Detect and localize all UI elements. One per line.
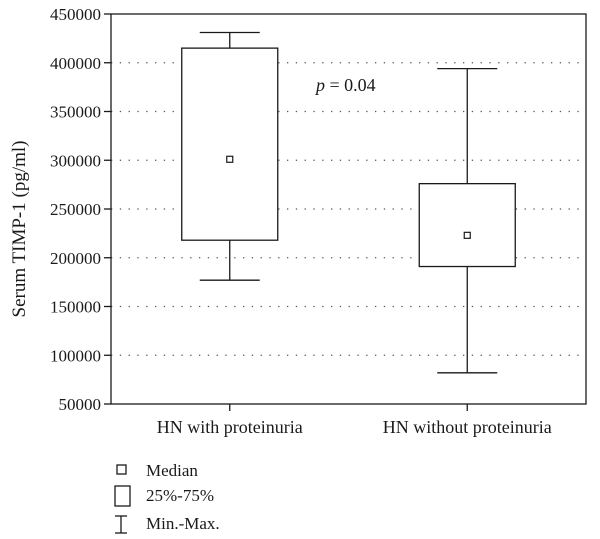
- x-axis: HN with proteinuria HN without proteinuri…: [157, 404, 552, 437]
- box-group: [418, 67, 516, 374]
- legend: Median 25%-75% Min.-Max.: [114, 461, 220, 534]
- boxes: [181, 31, 516, 374]
- y-tick-label: 150000: [50, 298, 101, 317]
- iqr-box: [418, 182, 516, 268]
- p-value-symbol: p: [314, 75, 325, 95]
- y-tick-label: 400000: [50, 54, 101, 73]
- median-marker: [226, 155, 234, 163]
- y-tick-label: 450000: [50, 5, 101, 24]
- y-axis-label: Serum TIMP-1 (pg/ml): [9, 141, 30, 318]
- y-tick-label: 100000: [50, 346, 101, 365]
- box-group: [181, 31, 279, 281]
- y-tick-label: 50000: [59, 395, 102, 414]
- legend-median-marker: [116, 464, 127, 475]
- iqr-box: [181, 47, 279, 241]
- y-tick-label: 350000: [50, 103, 101, 122]
- legend-whisker-label: Min.-Max.: [146, 514, 220, 533]
- y-tick-label: 200000: [50, 249, 101, 268]
- y-tick-label: 300000: [50, 151, 101, 170]
- legend-median-label: Median: [146, 461, 198, 480]
- median-marker: [463, 231, 471, 239]
- x-tick-label: HN with proteinuria: [157, 417, 303, 437]
- p-value-text: = 0.04: [325, 75, 376, 95]
- y-axis: 50000 100000 150000 200000 250000 300000 35000…: [50, 5, 111, 414]
- y-tick-label: 250000: [50, 200, 101, 219]
- x-tick-label: HN without proteinuria: [383, 417, 552, 437]
- p-value-annotation: p = 0.04: [314, 75, 376, 95]
- legend-box-label: 25%-75%: [146, 486, 214, 505]
- legend-box-marker: [114, 485, 131, 507]
